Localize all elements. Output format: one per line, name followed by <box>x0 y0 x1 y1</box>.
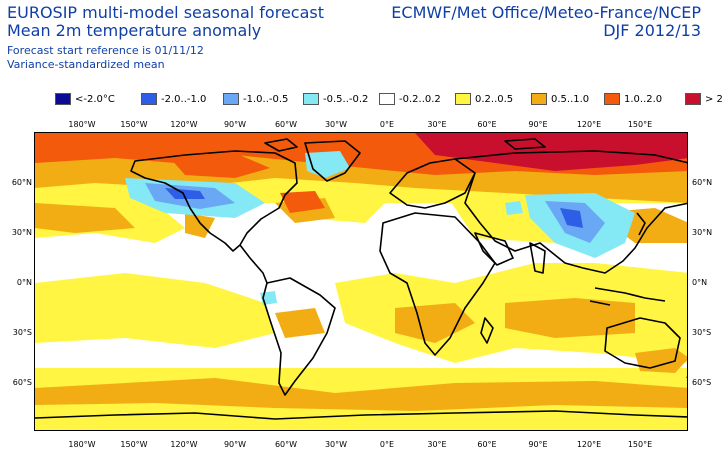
top-lon-tick: 60°W <box>274 120 298 129</box>
bottom-lon-tick: 90°W <box>223 440 247 449</box>
legend-item: -0.5..-0.2 <box>303 92 368 106</box>
anomaly-fill-blue <box>165 188 583 228</box>
legend-item: 1.0..2.0 <box>604 92 662 106</box>
legend-swatch <box>531 93 547 105</box>
legend-item: -0.2..0.2 <box>379 92 441 106</box>
legend-label: -0.5..-0.2 <box>323 93 369 105</box>
top-lon-tick: 90°E <box>528 120 548 129</box>
top-lon-tick: 120°E <box>576 120 602 129</box>
top-lon-tick: 60°E <box>477 120 497 129</box>
title-line-2: Mean 2m temperature anomaly <box>7 21 262 40</box>
legend-swatch <box>55 93 71 105</box>
legend-item: -2.0..-1.0 <box>141 92 206 106</box>
bottom-lon-tick: 30°E <box>427 440 447 449</box>
legend-item: -1.0..-0.5 <box>223 92 288 106</box>
legend-label: -2.0..-1.0 <box>161 93 207 105</box>
bottom-lon-tick: 150°E <box>627 440 653 449</box>
legend-label: <-2.0°C <box>75 93 115 105</box>
bottom-lon-tick: 30°W <box>324 440 348 449</box>
legend-label: > 2.0°C <box>705 93 723 105</box>
top-lon-tick: 0°E <box>379 120 395 129</box>
legend-swatch <box>141 93 157 105</box>
bottom-lon-tick: 120°W <box>170 440 198 449</box>
legend-label: 0.2..0.5 <box>475 93 514 105</box>
top-lon-tick: 120°W <box>170 120 198 129</box>
left-lat-tick: 30°S <box>12 328 32 337</box>
producers-label: ECMWF/Met Office/Meteo-France/NCEP <box>391 3 701 22</box>
right-lat-tick: 30°N <box>692 228 713 237</box>
bottom-lon-tick: 150°W <box>120 440 148 449</box>
legend-swatch <box>303 93 319 105</box>
bottom-lon-tick: 120°E <box>576 440 602 449</box>
legend-label: 0.5..1.0 <box>551 93 590 105</box>
top-lon-tick: 150°W <box>120 120 148 129</box>
subtitle-start-reference: Forecast start reference is 01/11/12 <box>7 44 204 57</box>
legend-swatch <box>223 93 239 105</box>
legend-swatch <box>604 93 620 105</box>
legend-item: 0.5..1.0 <box>531 92 589 106</box>
subtitle-variance: Variance-standardized mean <box>7 58 165 71</box>
legend-item: 0.2..0.5 <box>455 92 513 106</box>
legend-swatch <box>455 93 471 105</box>
top-lon-tick: 150°E <box>627 120 653 129</box>
right-lat-tick: 30°S <box>692 328 712 337</box>
bottom-lon-tick: 90°E <box>528 440 548 449</box>
right-lat-tick: 0°N <box>692 278 708 287</box>
bottom-lon-tick: 0°E <box>379 440 395 449</box>
legend-label: -0.2..0.2 <box>399 93 441 105</box>
legend-swatch <box>379 93 395 105</box>
title-line-1: EUROSIP multi-model seasonal forecast <box>7 3 324 22</box>
right-lat-tick: 60°N <box>692 178 713 187</box>
top-lon-tick: 30°W <box>324 120 348 129</box>
bottom-lon-tick: 180°W <box>68 440 96 449</box>
top-lon-tick: 90°W <box>223 120 247 129</box>
anomaly-map <box>35 133 687 430</box>
right-lat-tick: 60°S <box>692 378 712 387</box>
top-lon-tick: 30°E <box>427 120 447 129</box>
legend-item: <-2.0°C <box>55 92 115 106</box>
left-lat-tick: 0°N <box>16 278 32 287</box>
legend-item: > 2.0°C <box>685 92 723 106</box>
left-lat-tick: 60°S <box>12 378 32 387</box>
map-frame <box>34 132 688 431</box>
legend-swatch <box>685 93 701 105</box>
legend-label: -1.0..-0.5 <box>243 93 289 105</box>
bottom-lon-tick: 60°W <box>274 440 298 449</box>
top-lon-tick: 180°W <box>68 120 96 129</box>
bottom-lon-tick: 60°E <box>477 440 497 449</box>
left-lat-tick: 30°N <box>11 228 32 237</box>
forecast-period: DJF 2012/13 <box>603 21 701 40</box>
coastlines <box>35 138 687 420</box>
left-lat-tick: 60°N <box>11 178 32 187</box>
legend-label: 1.0..2.0 <box>624 93 663 105</box>
